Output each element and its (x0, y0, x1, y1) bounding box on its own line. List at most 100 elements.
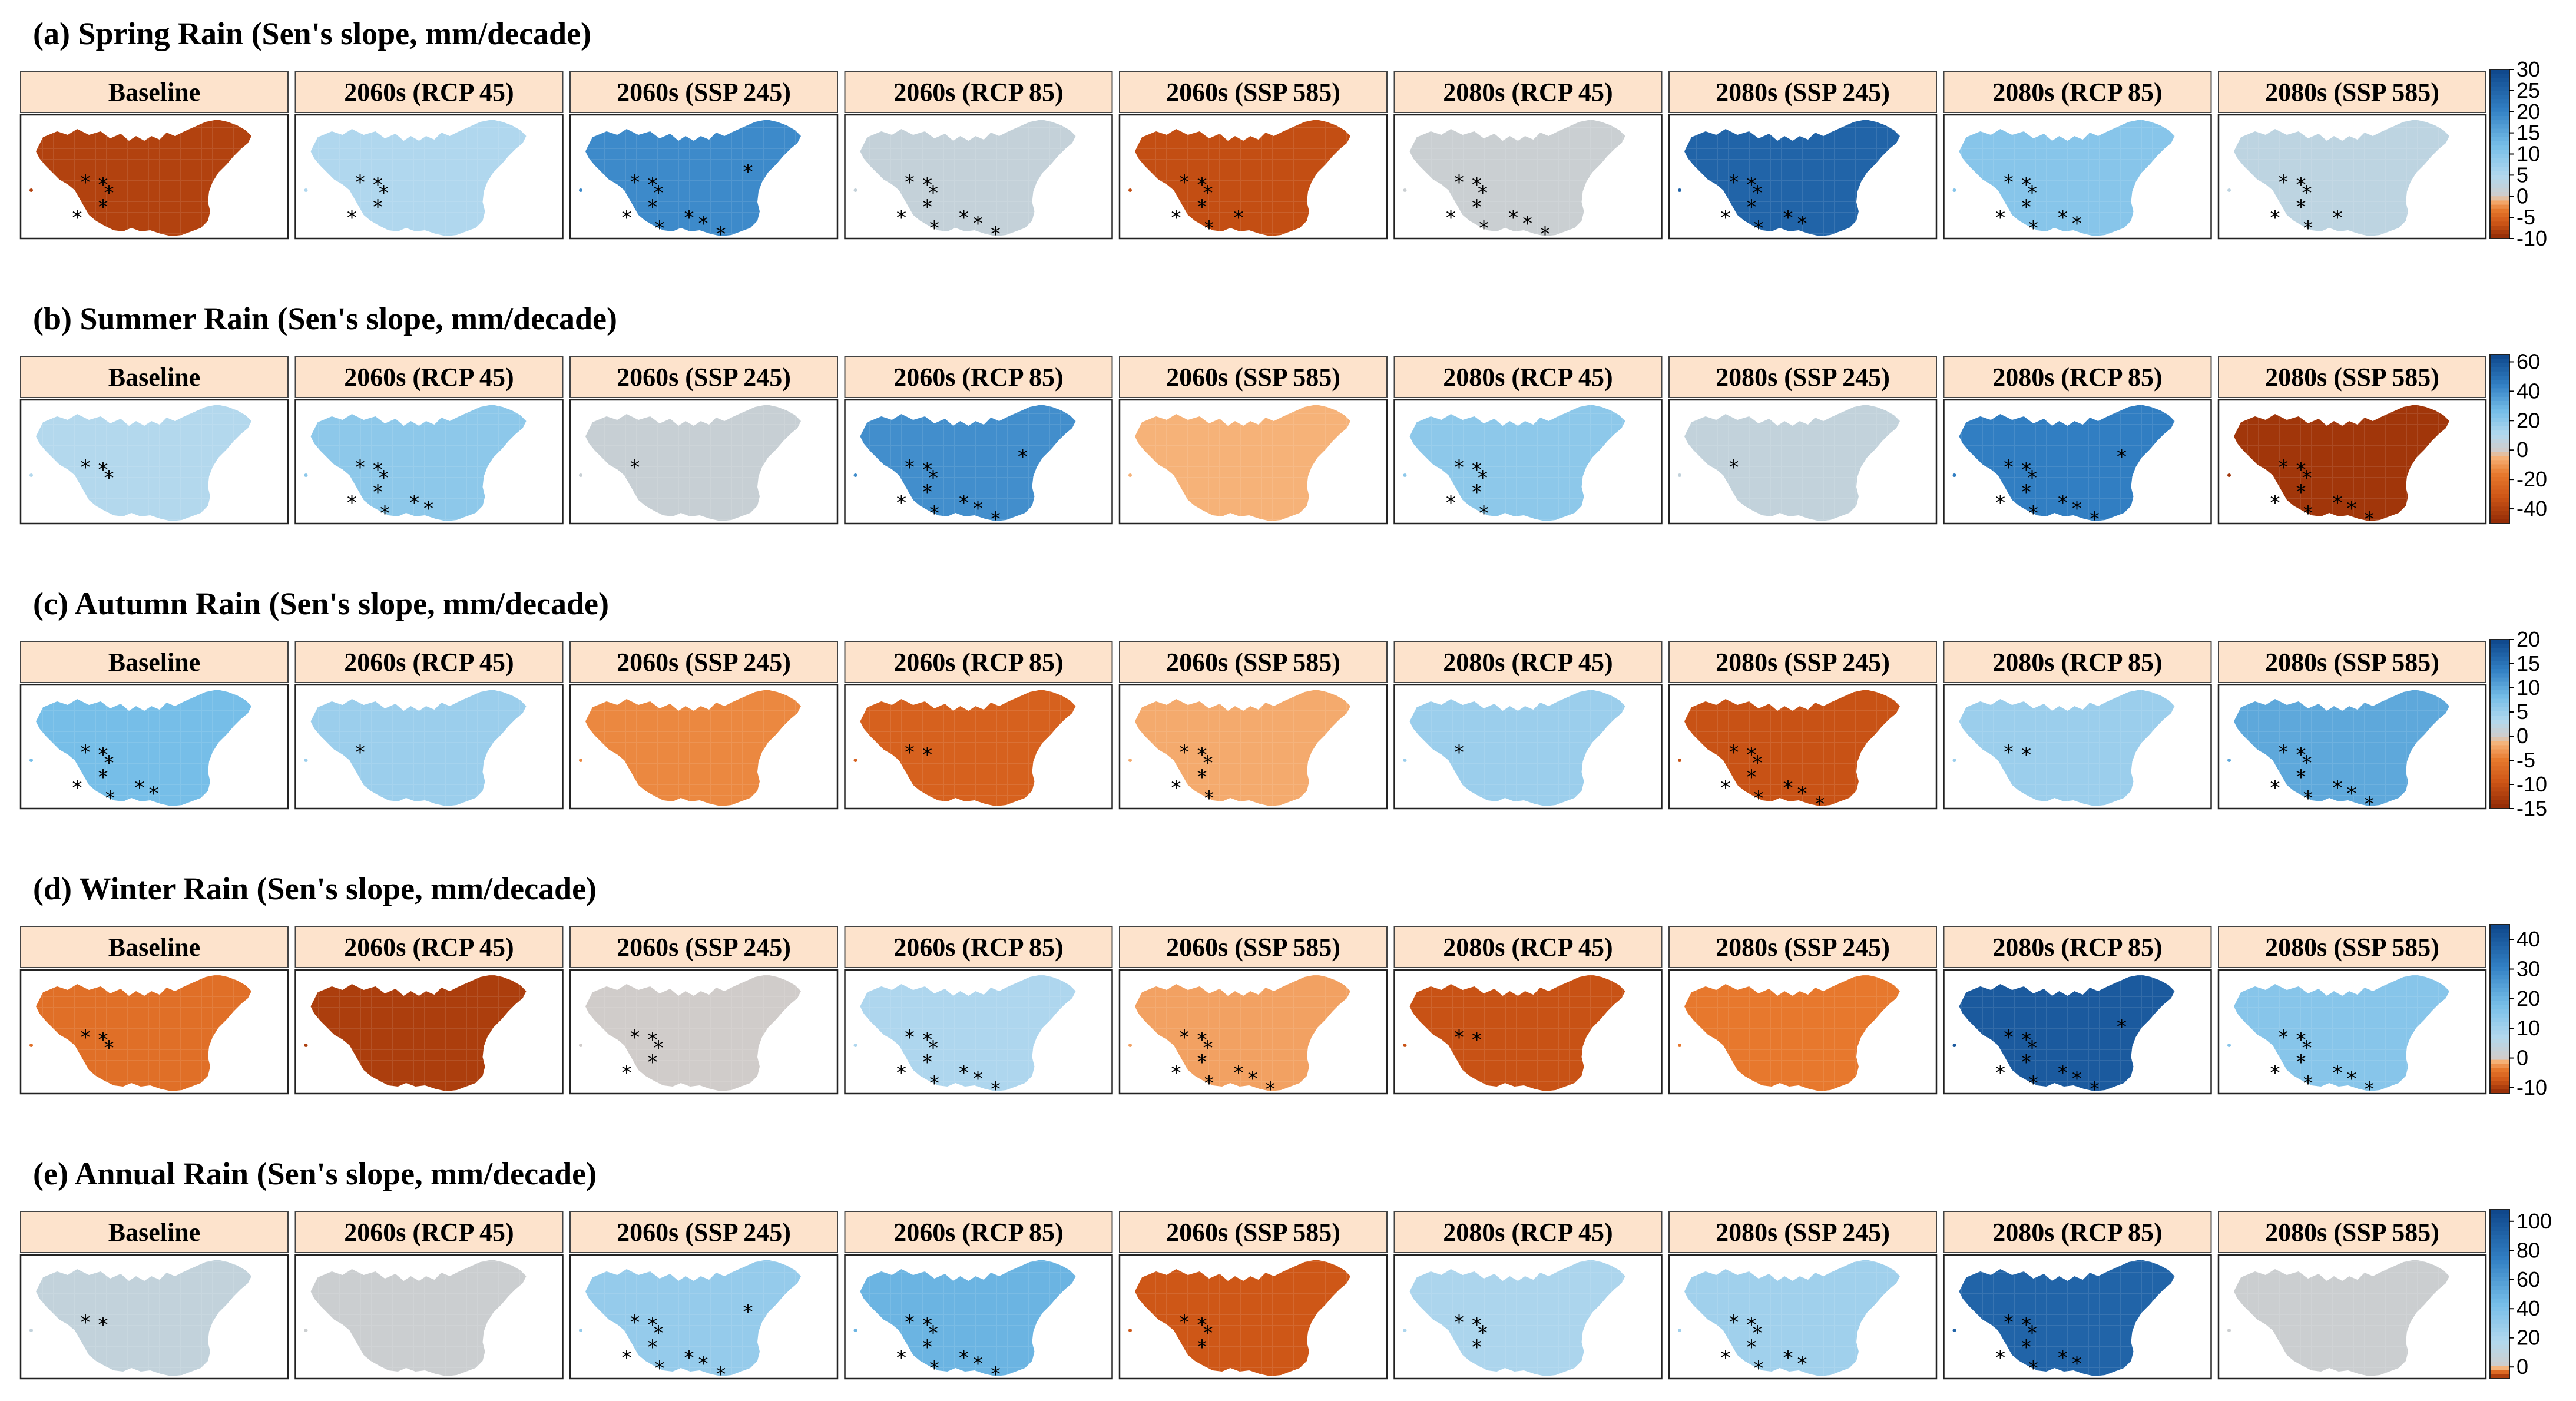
colorbar-segment (2490, 640, 2509, 644)
colorbar-segment (2490, 971, 2509, 976)
colorbar-segment (2490, 498, 2509, 503)
significance-star: * (1729, 456, 1739, 479)
colorbar-segment (2490, 380, 2509, 385)
significance-star: * (1995, 491, 2005, 515)
facet-strip (844, 1211, 1113, 1253)
facet-label: 2060s (SSP 585) (1166, 648, 1340, 677)
colorbar-segment (2490, 1340, 2509, 1346)
significance-star: * (2279, 741, 2289, 764)
basin-grid (1684, 975, 1900, 1091)
island (1403, 188, 1407, 192)
island (1952, 1329, 1956, 1332)
significance-star: * (1018, 445, 1028, 469)
significance-star: * (1197, 173, 1207, 197)
basin-grid (1409, 405, 1625, 521)
colorbar-segment (2490, 1302, 2509, 1307)
significance-star: * (743, 160, 753, 184)
island (1128, 188, 1132, 192)
significance-star: * (905, 171, 915, 194)
island (579, 759, 582, 762)
colorbar-segment (2490, 796, 2509, 801)
basin-grid (1959, 690, 2175, 806)
island (1403, 1329, 1407, 1332)
facet-strip (20, 641, 289, 683)
colorbar-segment (2490, 1273, 2509, 1278)
colorbar-segment (2490, 192, 2509, 197)
colorbar-segment (2490, 392, 2509, 398)
colorbar-segment (2490, 1256, 2509, 1261)
significance-star: * (896, 491, 906, 515)
colorbar-segment (2490, 477, 2509, 482)
significance-star: * (1783, 206, 1793, 230)
colorbar-segment (2490, 753, 2509, 759)
facet-strip (569, 71, 838, 113)
significance-star: * (1204, 787, 1214, 810)
significance-star: * (1248, 1067, 1258, 1091)
colorbar-segment (2490, 1323, 2509, 1329)
colorbar-segment (2490, 665, 2509, 670)
basin-grid (36, 690, 251, 806)
colorbar-tick-label: 30 (2517, 957, 2540, 981)
colorbar-segment (2490, 1319, 2509, 1324)
colorbar-segment (2490, 1298, 2509, 1303)
significance-star: * (2021, 743, 2031, 767)
significance-star: * (2027, 1321, 2037, 1345)
significance-star: * (1197, 1336, 1207, 1359)
colorbar-segment (2490, 720, 2509, 725)
facet-strip (1943, 1211, 2212, 1253)
basin-grid (310, 975, 527, 1091)
colorbar-tick-label: 0 (2517, 1354, 2528, 1379)
facet-label: 2080s (RCP 85) (1992, 1218, 2162, 1247)
basin-grid (860, 975, 1076, 1091)
basin-grid (1135, 1260, 1350, 1376)
colorbar-segment (2490, 137, 2509, 142)
significance-star: * (2296, 1028, 2306, 1052)
significance-star: * (98, 196, 108, 219)
facet-label: 2080s (SSP 245) (1716, 648, 1890, 677)
significance-star: * (928, 1321, 938, 1345)
facet-label: 2080s (SSP 585) (2265, 1218, 2439, 1247)
colorbar-segment (2490, 1034, 2509, 1039)
basin-grid (1409, 690, 1625, 806)
significance-star: * (622, 1346, 632, 1370)
colorbar-tick-label: 40 (2517, 927, 2540, 951)
significance-star: * (2021, 173, 2031, 197)
facet-label: 2060s (RCP 45) (344, 1218, 514, 1247)
colorbar-segment (2490, 1264, 2509, 1270)
significance-star: * (2058, 206, 2068, 230)
colorbar-segment (2490, 1332, 2509, 1337)
significance-star: * (2333, 776, 2343, 800)
colorbar-tick-label: 20 (2517, 100, 2540, 124)
significance-star: * (1203, 751, 1213, 775)
colorbar-tick-label: 5 (2517, 163, 2528, 187)
island (853, 1044, 857, 1047)
colorbar-tick-label: -5 (2517, 205, 2535, 229)
colorbar-segment (2490, 167, 2509, 171)
colorbar-segment (2490, 422, 2509, 427)
island (579, 1044, 582, 1047)
significance-star: * (896, 1346, 906, 1370)
colorbar-segment (2490, 90, 2509, 95)
colorbar-segment (2490, 660, 2509, 665)
colorbar-segment (2490, 95, 2509, 100)
colorbar-segment (2490, 175, 2509, 180)
significance-star: * (655, 1357, 665, 1380)
colorbar-segment (2490, 703, 2509, 708)
colorbar-segment (2490, 208, 2509, 214)
significance-star: * (1753, 1321, 1763, 1345)
facet-label: 2080s (RCP 85) (1992, 78, 2162, 107)
colorbar-segment (2490, 1214, 2509, 1218)
colorbar-segment (2490, 1277, 2509, 1282)
significance-star: * (81, 741, 91, 764)
basin-grid (860, 690, 1076, 806)
basin-grid (1684, 405, 1900, 521)
significance-star: * (1478, 181, 1488, 205)
colorbar-segment (2490, 221, 2509, 227)
island (304, 759, 308, 762)
colorbar-segment (2490, 472, 2509, 478)
facet-label: 2080s (RCP 85) (1992, 363, 2162, 392)
significance-star: * (1783, 776, 1793, 800)
significance-star: * (1171, 1061, 1181, 1085)
colorbar-segment (2490, 804, 2509, 809)
significance-star: * (2072, 212, 2082, 236)
